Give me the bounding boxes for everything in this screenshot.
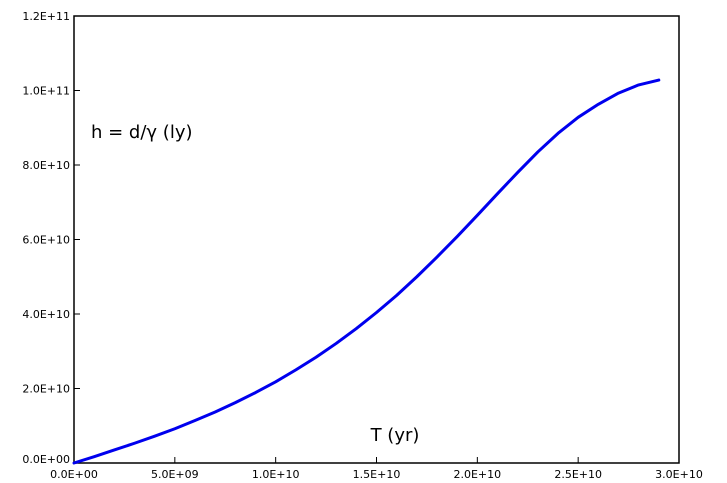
x-tick-label: 2.5E+10 [554,468,602,481]
x-tick-label: 2.0E+10 [453,468,501,481]
series-line [72,78,661,465]
x-axis-label: T (yr) [370,425,420,446]
x-tick-label: 1.5E+10 [353,468,401,481]
y-tick-label: 0.0E+00 [22,453,70,466]
x-tick-label: 3.0E+10 [655,468,703,481]
y-tick-label: 1.2E+11 [22,10,70,23]
y-axis-ticks: 0.0E+00 2.0E+10 4.0E+10 6.0E+10 8.0E+10 1.0E+… [22,10,80,466]
y-tick-label: 8.0E+10 [22,159,70,172]
x-tick-label: 5.0E+09 [151,468,199,481]
y-axis-label: h = d/γ (ly) [91,122,193,143]
y-tick-label: 6.0E+10 [22,234,70,247]
x-axis-ticks: 0.0E+00 5.0E+09 1.0E+10 1.5E+10 2.0E+10 2.5E+… [50,457,703,481]
y-tick-label: 2.0E+10 [22,383,70,396]
y-tick-label: 1.0E+11 [22,85,70,98]
y-tick-label: 4.0E+10 [22,308,70,321]
x-tick-label: 1.0E+10 [252,468,300,481]
plot-area-frame [73,15,680,464]
x-tick-label: 0.0E+00 [50,468,98,481]
